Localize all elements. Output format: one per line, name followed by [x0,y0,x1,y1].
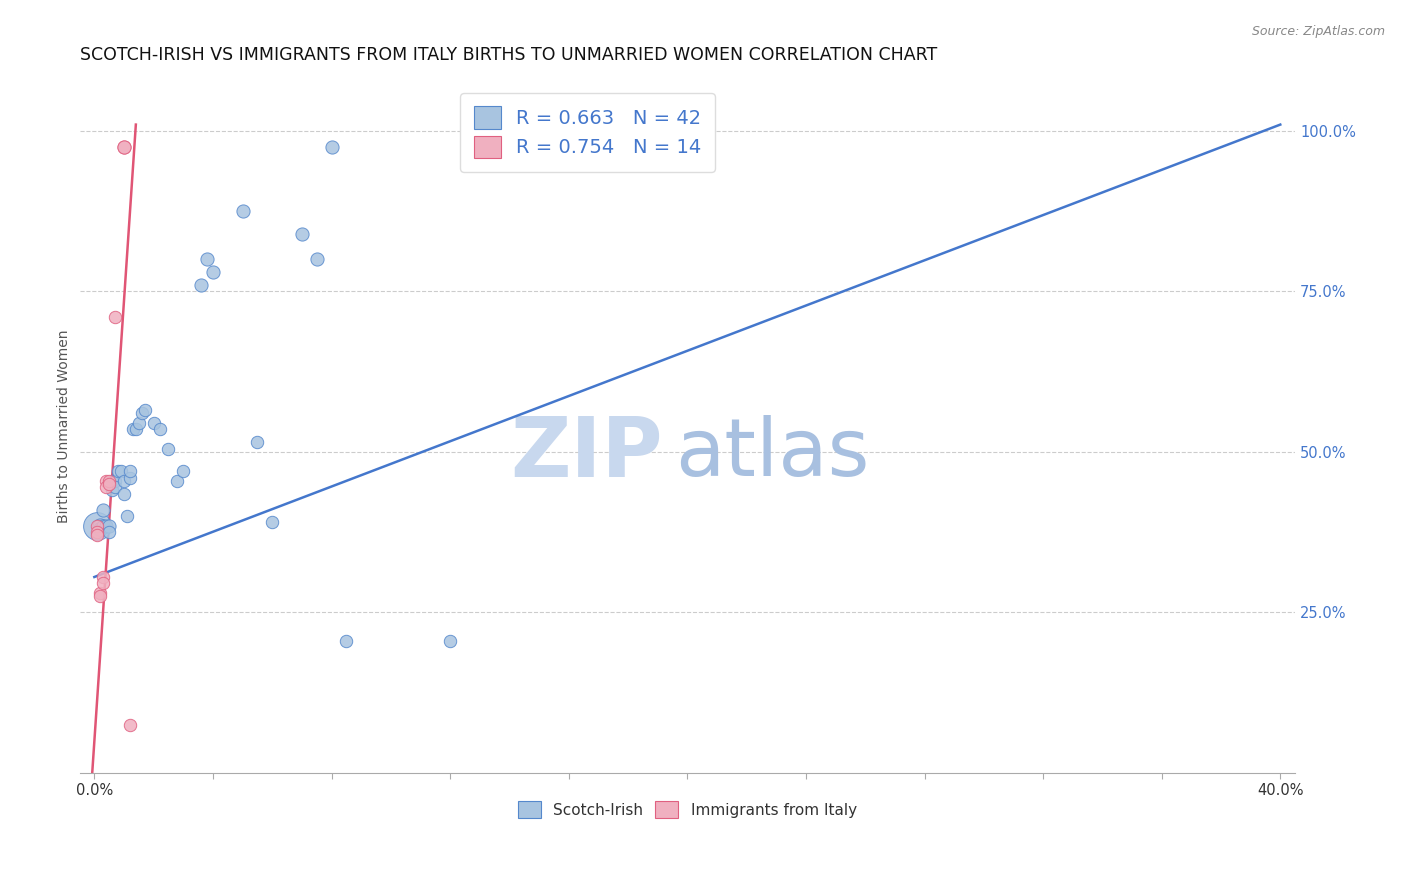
Y-axis label: Births to Unmarried Women: Births to Unmarried Women [58,329,72,523]
Point [98,474,121,488]
Point [131,406,153,420]
Point [305,252,328,267]
Point [246,435,269,450]
Point [96,474,118,488]
Point [118,470,141,484]
Point [118,464,141,478]
Point [98,518,121,533]
Point [172,464,194,478]
Text: SCOTCH-IRISH VS IMMIGRANTS FROM ITALY BIRTHS TO UNMARRIED WOMEN CORRELATION CHAR: SCOTCH-IRISH VS IMMIGRANTS FROM ITALY BI… [80,46,936,64]
Point [157,442,180,456]
Legend: Scotch-Irish, Immigrants from Italy: Scotch-Irish, Immigrants from Italy [512,795,863,824]
Point [321,140,343,154]
Text: atlas: atlas [675,415,869,493]
Point [112,140,135,154]
Point [96,518,118,533]
Point [190,278,212,293]
Point [89,586,111,600]
Point [631,140,654,154]
Point [335,634,357,648]
Point [98,525,121,540]
Point [122,422,145,436]
Point [86,518,108,533]
Point [148,422,170,436]
Point [91,502,114,516]
Point [195,252,218,267]
Point [89,589,111,603]
Point [125,422,148,436]
Point [101,483,124,498]
Point [107,464,129,478]
Point [89,522,111,536]
Point [262,516,284,530]
Point [112,486,135,500]
Point [617,140,640,154]
Point [91,570,114,584]
Point [166,474,188,488]
Point [86,518,108,533]
Point [104,480,127,494]
Point [232,204,254,219]
Point [91,518,114,533]
Point [439,634,461,648]
Text: Source: ZipAtlas.com: Source: ZipAtlas.com [1251,25,1385,38]
Point [291,227,314,241]
Point [104,310,127,325]
Point [201,265,224,279]
Point [118,717,141,731]
Point [134,403,156,417]
Point [89,518,111,533]
Point [110,464,132,478]
Point [115,509,138,524]
Point [101,474,124,488]
Point [112,140,135,154]
Point [86,525,108,540]
Point [104,474,127,488]
Text: ZIP: ZIP [510,413,664,494]
Point [128,416,150,430]
Point [86,528,108,542]
Point [142,416,165,430]
Point [96,480,118,494]
Point [112,474,135,488]
Point [91,576,114,591]
Point [98,477,121,491]
